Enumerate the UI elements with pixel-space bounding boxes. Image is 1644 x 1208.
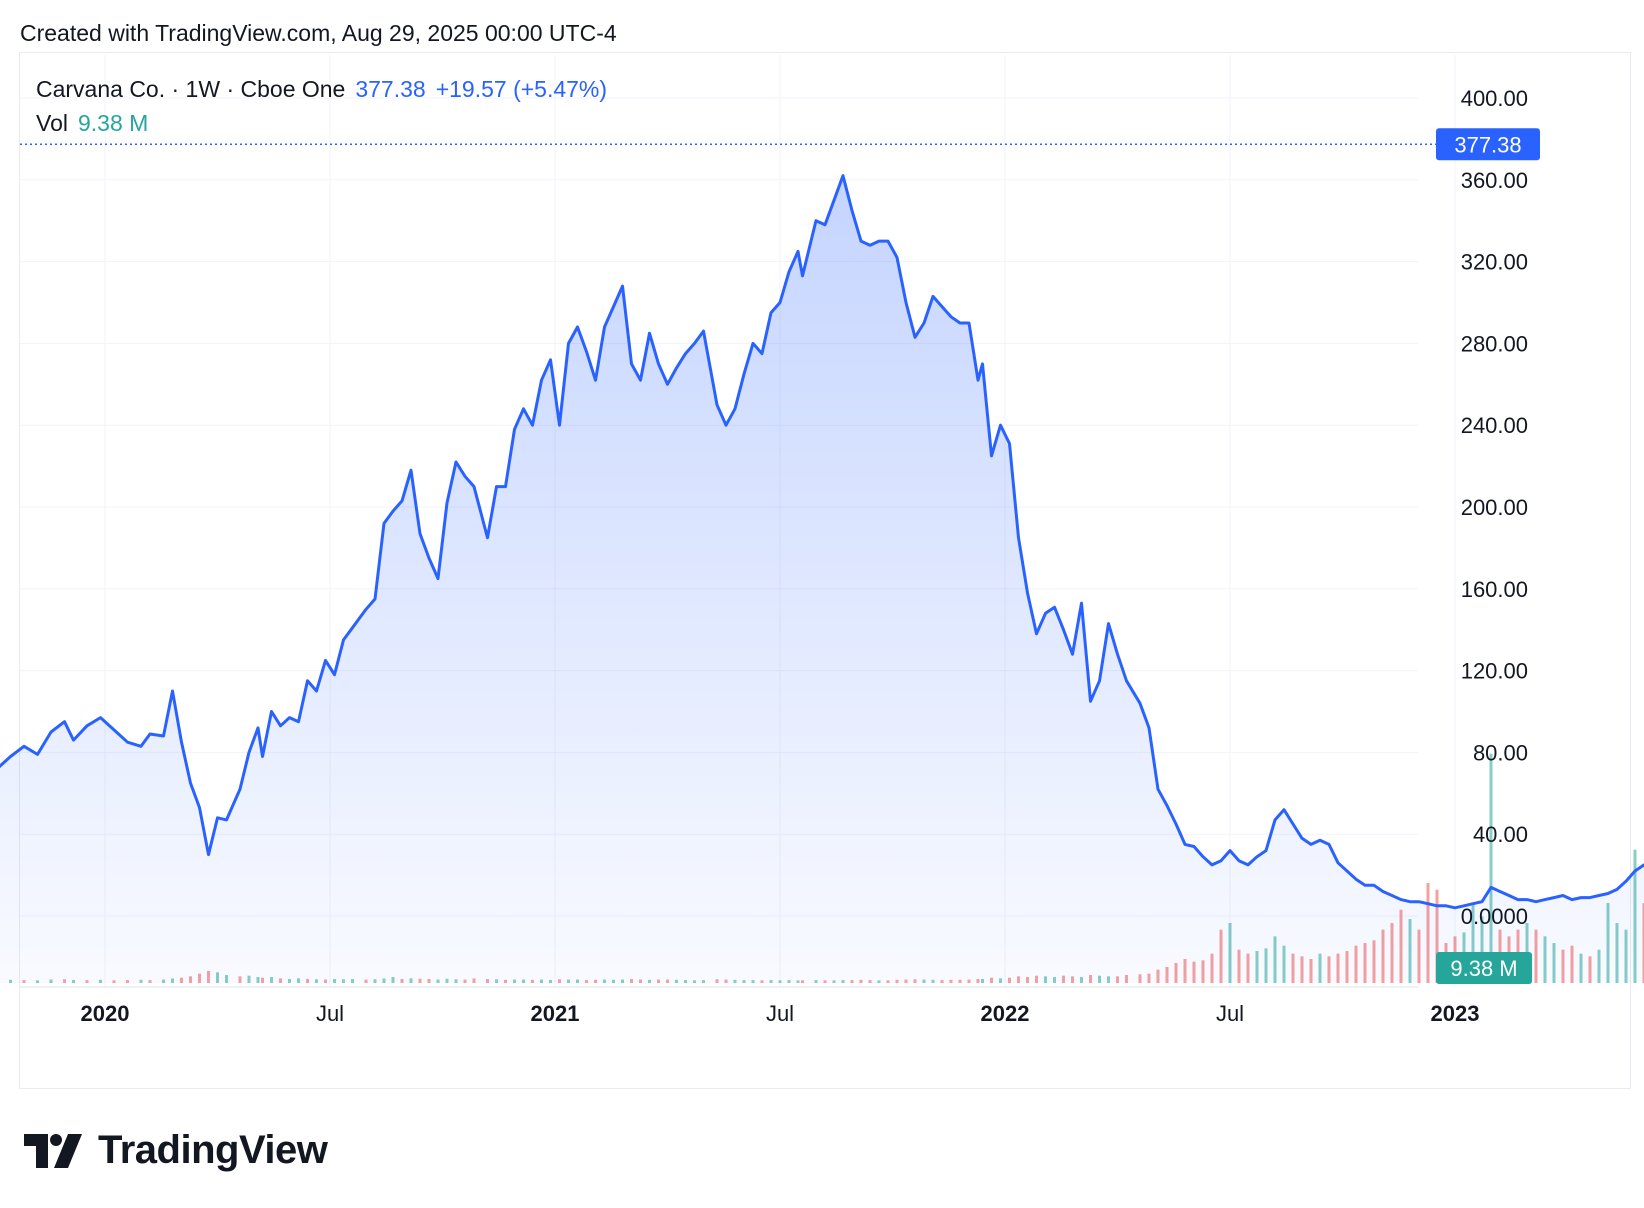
- tradingview-wordmark: TradingView: [98, 1128, 328, 1172]
- y-tick-label: 240.00: [1461, 413, 1528, 438]
- x-tick-label: 2022: [981, 1001, 1030, 1026]
- x-tick-label: 2021: [531, 1001, 580, 1026]
- chart-frame: [19, 52, 1631, 1089]
- y-tick-label: 360.00: [1461, 168, 1528, 193]
- volume-badge-label: 9.38 M: [1450, 956, 1517, 981]
- y-tick-label: 120.00: [1461, 659, 1528, 684]
- x-tick-label: 2020: [81, 1001, 130, 1026]
- x-tick-label: 2023: [1431, 1001, 1480, 1026]
- chart-legend: Carvana Co. · 1W · Cboe One 377.38 +19.57 …: [36, 72, 607, 140]
- y-tick-label: 0.0000: [1461, 904, 1528, 929]
- legend-change: +19.57 (+5.47%): [435, 76, 608, 102]
- tradingview-brand[interactable]: TradingView: [24, 1128, 328, 1173]
- y-tick-label: 40.00: [1473, 822, 1528, 847]
- y-tick-label: 320.00: [1461, 250, 1528, 275]
- y-tick-label: 160.00: [1461, 577, 1528, 602]
- legend-vol-value: 9.38 M: [77, 110, 149, 136]
- price-area: [0, 175, 1644, 983]
- x-tick-label: Jul: [1216, 1001, 1244, 1026]
- tradingview-logo-icon: [24, 1133, 82, 1168]
- y-tick-label: 200.00: [1461, 495, 1528, 520]
- legend-last-price: 377.38: [355, 76, 426, 102]
- y-tick-label: 280.00: [1461, 331, 1528, 356]
- legend-price-row: Carvana Co. · 1W · Cboe One 377.38 +19.57 …: [36, 72, 607, 106]
- x-tick-label: Jul: [316, 1001, 344, 1026]
- legend-vol-label: Vol: [36, 110, 68, 136]
- chart-caption: Created with TradingView.com, Aug 29, 20…: [20, 20, 617, 46]
- last-price-badge-label: 377.38: [1454, 132, 1521, 157]
- last-price-badge: [1436, 128, 1540, 161]
- y-tick-label: 80.00: [1473, 740, 1528, 765]
- volume-bar: [1489, 753, 1493, 983]
- price-line: [0, 174, 1644, 910]
- y-tick-label: 400.00: [1461, 86, 1528, 111]
- legend-volume-row: Vol 9.38 M: [36, 106, 607, 140]
- volume-badge: [1436, 952, 1532, 984]
- price-chart[interactable]: 400.00 360.00 320.00 280.00 240.00 200.00 160.…: [0, 0, 1644, 1100]
- legend-symbol: Carvana Co. · 1W · Cboe One: [36, 76, 346, 102]
- x-tick-label: Jul: [766, 1001, 794, 1026]
